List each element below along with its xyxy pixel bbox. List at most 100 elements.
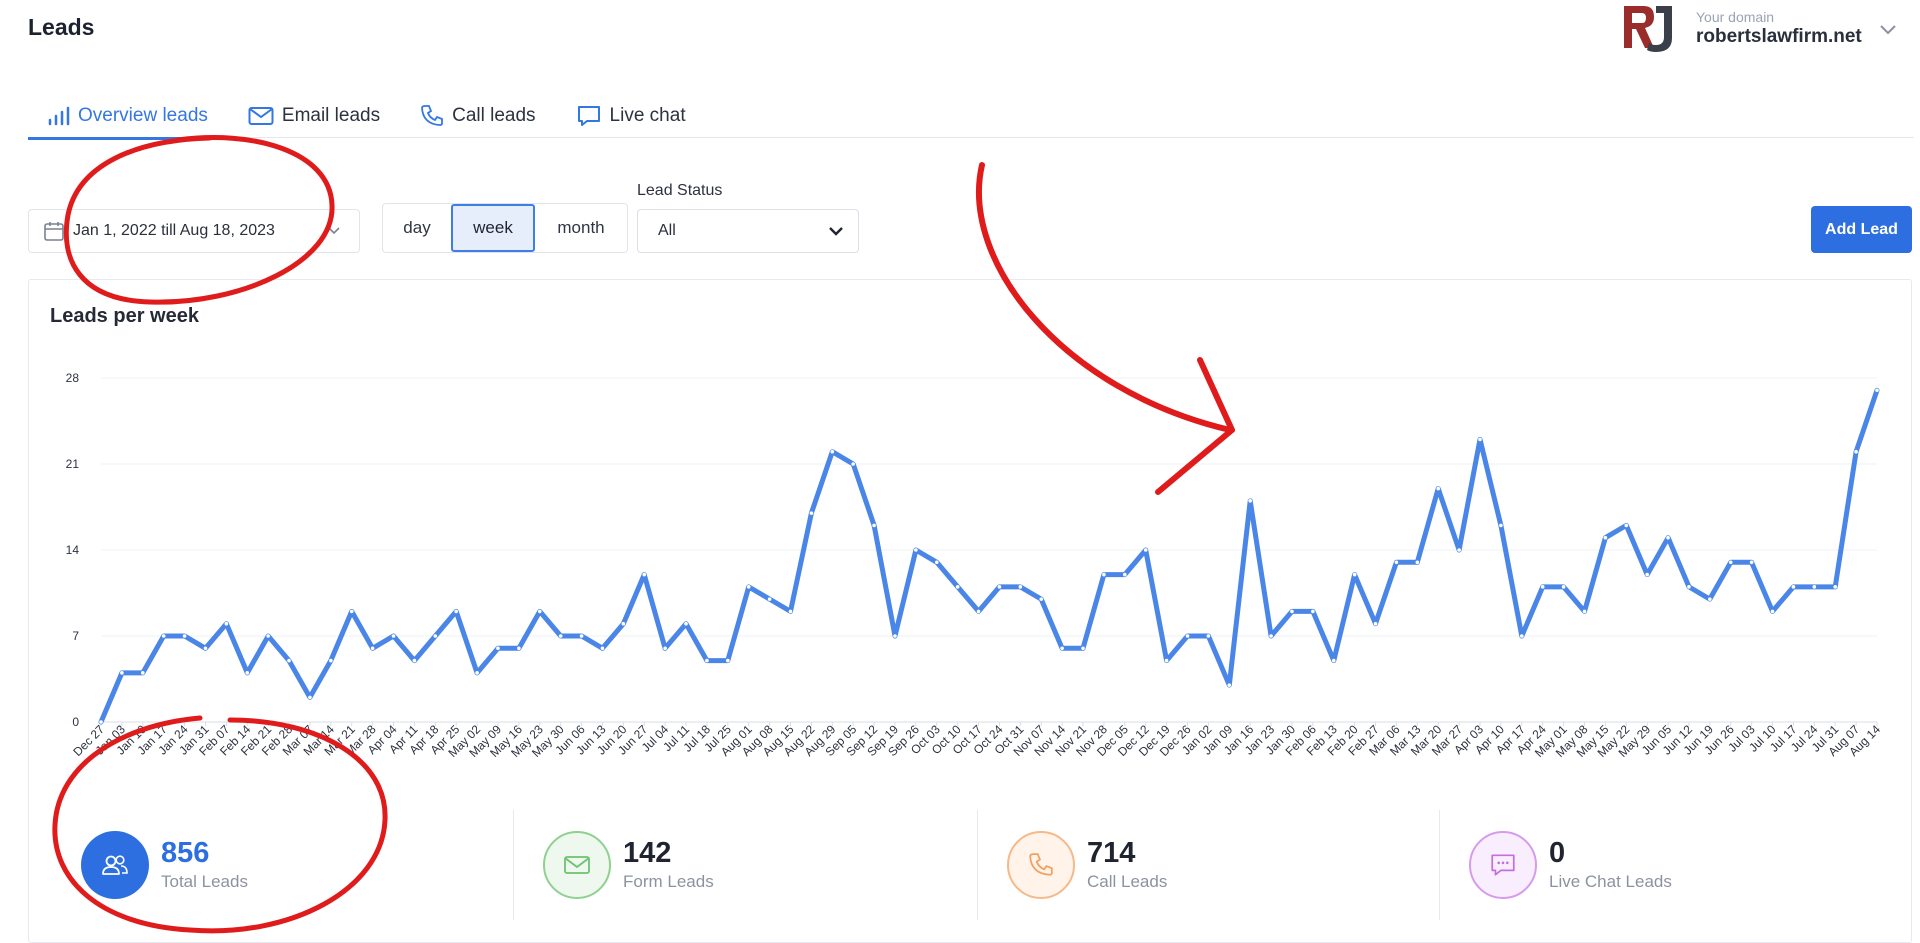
data-point — [1269, 634, 1273, 638]
stat-label: Form Leads — [623, 871, 714, 891]
data-point — [1248, 499, 1252, 503]
tab-call-leads[interactable]: Call leads — [400, 94, 555, 138]
data-point — [1394, 560, 1399, 565]
data-point — [412, 658, 417, 663]
data-point — [1708, 597, 1712, 601]
data-point — [1833, 585, 1838, 589]
data-point — [914, 548, 918, 552]
users-icon — [81, 831, 149, 899]
data-point — [1415, 560, 1420, 565]
data-point — [161, 634, 166, 638]
period-toggle: day week month — [382, 203, 628, 253]
domain-switcher[interactable]: Your domain robertslawfirm.net — [1620, 2, 1896, 56]
add-lead-button[interactable]: Add Lead — [1811, 206, 1912, 253]
data-point — [370, 646, 375, 651]
data-point — [1499, 523, 1503, 528]
data-point — [517, 646, 521, 651]
chevron-down-icon[interactable] — [1878, 22, 1898, 36]
calendar-icon — [44, 222, 64, 241]
data-point — [1039, 597, 1044, 601]
divider — [977, 810, 978, 920]
data-point — [99, 720, 103, 724]
data-point — [579, 634, 584, 638]
stat-label: Live Chat Leads — [1549, 871, 1672, 891]
data-point — [830, 449, 835, 454]
data-point — [1645, 572, 1649, 577]
data-point — [537, 609, 542, 614]
period-week-button[interactable]: week — [451, 204, 535, 252]
chevron-down-icon — [328, 227, 340, 235]
data-point — [1728, 560, 1733, 565]
domain-caption: Your domain — [1696, 9, 1775, 26]
data-point — [1164, 658, 1169, 663]
data-point — [767, 597, 772, 601]
data-point — [308, 695, 312, 700]
data-point — [997, 585, 1002, 589]
data-point — [266, 634, 270, 638]
data-point — [1770, 609, 1775, 614]
data-point — [349, 609, 354, 614]
data-point — [1436, 486, 1441, 491]
data-point — [955, 585, 960, 589]
stat-value: 0 — [1549, 837, 1566, 870]
data-point — [621, 621, 626, 626]
data-point — [851, 462, 855, 466]
data-point — [1791, 585, 1796, 589]
phone-icon — [1007, 831, 1075, 899]
period-month-button[interactable]: month — [557, 218, 605, 237]
data-point — [558, 634, 563, 638]
envelope-icon — [248, 107, 274, 125]
data-point — [1373, 621, 1378, 626]
leads-tabs: Overview leads Email leads Call leads Li… — [28, 94, 1914, 140]
data-point — [475, 671, 479, 675]
chart-title: Leads per week — [50, 305, 199, 327]
divider — [1439, 810, 1440, 920]
data-point — [1352, 572, 1357, 577]
data-point — [934, 560, 939, 565]
data-point — [809, 511, 814, 515]
divider — [513, 810, 514, 920]
stat-label: Total Leads — [161, 871, 248, 891]
data-point — [433, 634, 438, 638]
data-point — [287, 658, 291, 663]
data-point — [1018, 585, 1023, 589]
data-point — [1206, 634, 1211, 638]
data-point — [1749, 560, 1754, 565]
data-point — [705, 658, 709, 663]
series-line — [98, 387, 1880, 725]
data-point — [182, 634, 187, 638]
data-point — [1102, 572, 1106, 577]
date-range-picker[interactable]: Jan 1, 2022 till Aug 18, 2023 — [28, 209, 360, 253]
tab-label: Overview leads — [78, 105, 208, 126]
date-range-value: Jan 1, 2022 till Aug 18, 2023 — [73, 222, 275, 239]
data-point — [454, 609, 459, 614]
data-point — [746, 585, 751, 589]
data-point — [391, 634, 396, 638]
tab-overview-leads[interactable]: Overview leads — [28, 94, 228, 140]
data-point — [140, 671, 145, 675]
stat-call-leads: 714 Call Leads — [1007, 810, 1167, 920]
stat-label: Call Leads — [1087, 871, 1168, 891]
data-point — [1331, 658, 1336, 663]
bar-chart-icon — [48, 106, 70, 126]
chat-bubble-icon — [577, 106, 600, 126]
period-day-button[interactable]: day — [403, 218, 431, 237]
data-point — [1457, 548, 1461, 552]
data-point — [663, 646, 667, 651]
data-point — [1582, 609, 1587, 614]
data-point — [1311, 609, 1315, 614]
chevron-down-icon — [829, 227, 843, 236]
data-point — [1185, 634, 1190, 638]
tab-email-leads[interactable]: Email leads — [228, 94, 400, 138]
data-point — [1854, 449, 1858, 454]
data-point — [1227, 683, 1232, 687]
data-point — [329, 658, 333, 663]
lead-status-select[interactable]: All — [637, 209, 859, 253]
lead-status-label: Lead Status — [637, 182, 723, 199]
data-point — [1875, 388, 1879, 393]
data-point — [1540, 585, 1545, 589]
tab-live-chat[interactable]: Live chat — [556, 94, 706, 138]
data-point — [120, 671, 124, 675]
data-point — [1290, 609, 1294, 614]
